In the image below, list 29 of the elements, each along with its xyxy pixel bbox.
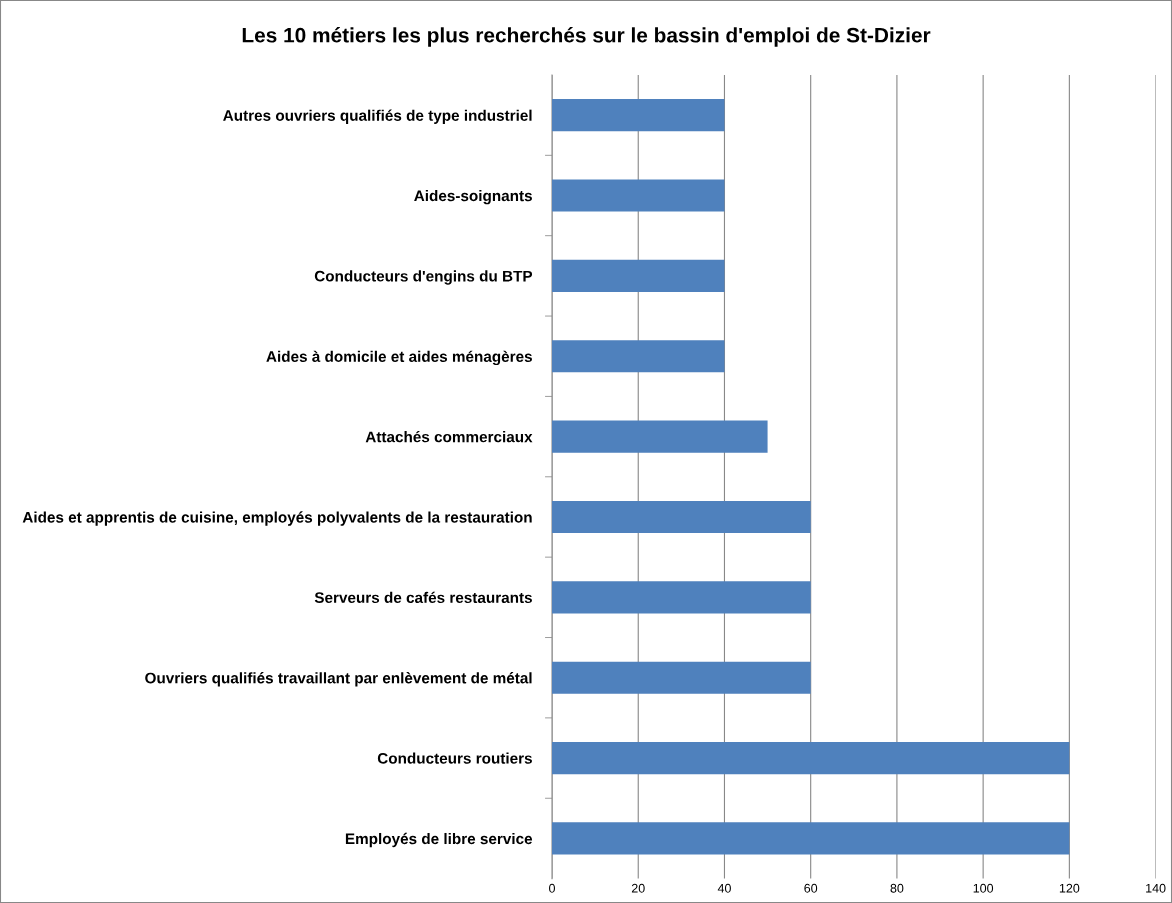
- y-tick-label: Conducteurs d'engins du BTP: [314, 270, 533, 285]
- y-tick-label: Aides et apprentis de cuisine, employés polyvalents de la restauration: [22, 511, 532, 526]
- x-tick-label: 40: [717, 883, 731, 893]
- bar: [552, 99, 725, 132]
- x-tick-label: 120: [1059, 883, 1080, 893]
- x-tick-label: 20: [631, 883, 645, 893]
- bar: [552, 179, 725, 212]
- bar: [552, 822, 1070, 855]
- y-tick-label: Aides à domicile et aides ménagères: [266, 350, 532, 366]
- y-tick-label: Ouvriers qualifiés travaillant par enlèvement de métal: [145, 672, 532, 687]
- y-tick-label: Aides-soignants: [414, 189, 532, 205]
- bar: [552, 581, 811, 614]
- bar: [552, 500, 811, 534]
- y-tick-label: Employés de libre service: [345, 832, 533, 848]
- x-tick-label: 100: [973, 883, 994, 893]
- y-tick-label: Conducteurs routiers: [377, 752, 532, 764]
- x-tick-label: 60: [804, 883, 818, 893]
- bar: [552, 340, 725, 373]
- bar: [552, 420, 768, 453]
- x-tick-label: 140: [1146, 883, 1166, 893]
- bar: [552, 661, 811, 694]
- x-tick-label: 0: [549, 883, 555, 893]
- y-tick-label: Autres ouvriers qualifiés de type industriel: [223, 109, 532, 124]
- x-tick-label: 80: [890, 883, 904, 893]
- bar: [552, 742, 1070, 775]
- y-tick-label: Serveurs de cafés restaurants: [314, 591, 532, 604]
- chart-title: Les 10 métiers les plus recherchés sur le bassin d'emploi de St-Dizier: [242, 27, 931, 47]
- y-tick-label: Attachés commerciaux: [365, 430, 533, 443]
- bar: [552, 259, 725, 292]
